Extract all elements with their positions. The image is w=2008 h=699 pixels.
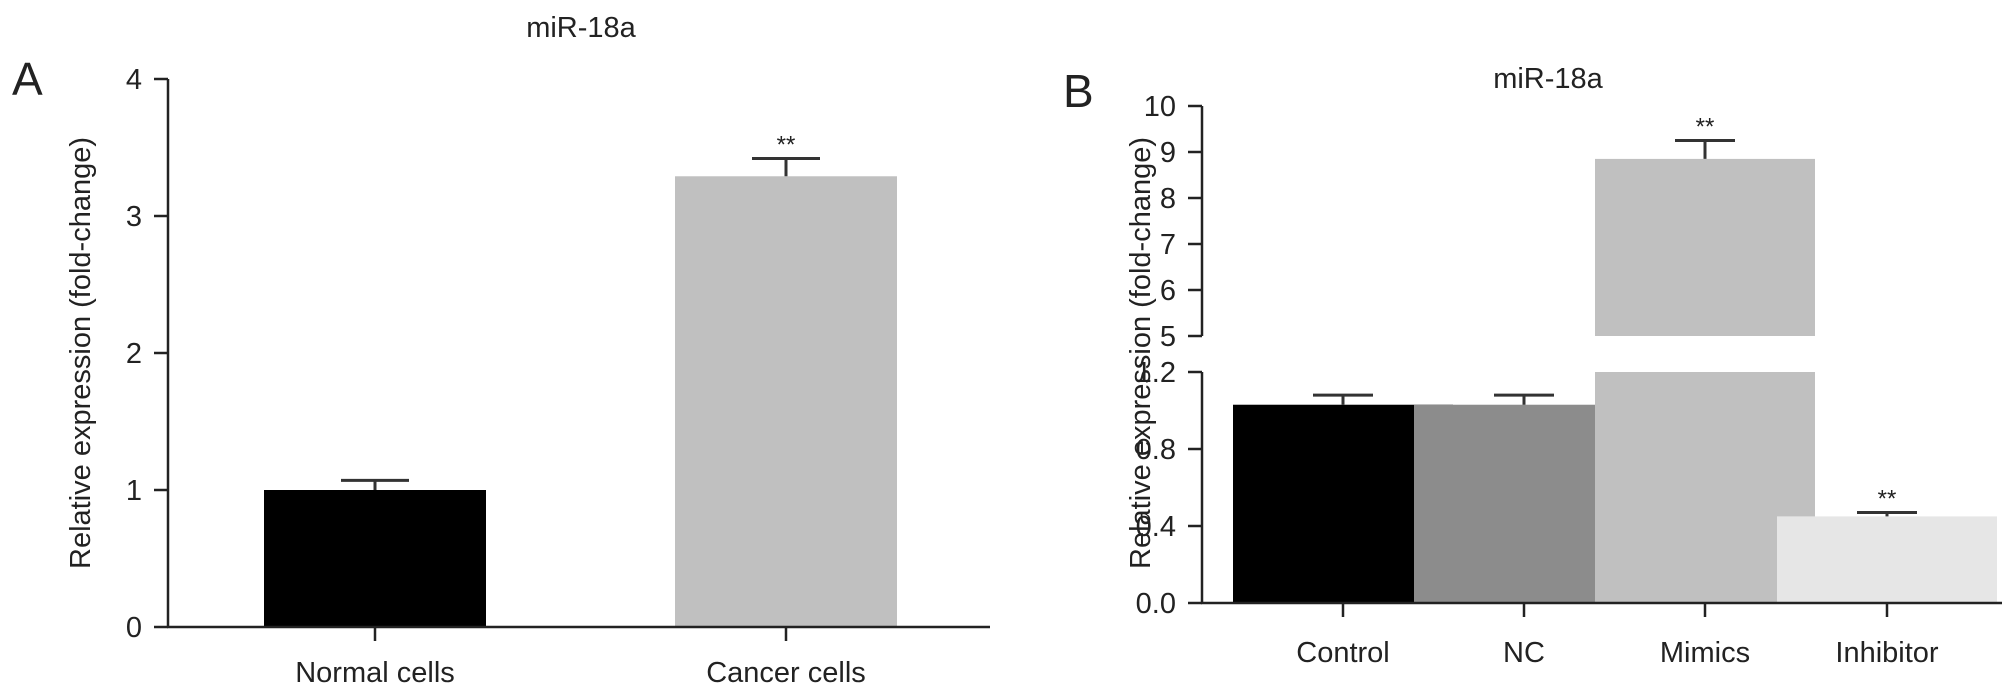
- x-tick-label-b: NC: [1503, 637, 1545, 669]
- significance-label: **: [1878, 486, 1897, 513]
- y-tick-label-lower-b: 0.0: [1136, 588, 1176, 620]
- y-tick-label-upper-b: 6: [1160, 275, 1176, 307]
- panel-letter-a: A: [12, 53, 43, 105]
- y-tick-label-upper-b: 5: [1160, 321, 1176, 353]
- error-bar: [1494, 393, 1554, 405]
- bar-inhibitor: [1777, 516, 1997, 603]
- x-tick-label-b: Control: [1296, 637, 1390, 669]
- x-tick-label-b: Mimics: [1660, 637, 1750, 669]
- bar-mimics-upper: [1595, 158, 1815, 336]
- y-tick-label-upper-b: 7: [1160, 229, 1176, 261]
- y-tick-label-upper-b: 8: [1160, 183, 1176, 215]
- y-tick-label-a: 2: [126, 338, 142, 370]
- x-tick-label-a: Normal cells: [295, 657, 455, 689]
- error-bar: [752, 156, 820, 177]
- y-tick-label-a: 1: [126, 475, 142, 507]
- y-axis-label-b: Relative expression (fold-change): [1125, 137, 1157, 569]
- error-bar: [1313, 393, 1373, 405]
- y-tick-label-a: 4: [126, 64, 142, 96]
- panel-letter-b: B: [1063, 65, 1094, 117]
- y-tick-label-lower-b: 0.8: [1136, 434, 1176, 466]
- y-tick-label-lower-b: 1.2: [1136, 357, 1176, 389]
- y-tick-label-a: 3: [126, 201, 142, 233]
- y-tick-label-upper-b: 10: [1144, 91, 1176, 123]
- significance-label: **: [1696, 114, 1715, 141]
- y-tick-label-a: 0: [126, 612, 142, 644]
- error-bar: [1857, 511, 1917, 517]
- error-bar: [341, 478, 409, 490]
- y-tick-label-upper-b: 9: [1160, 137, 1176, 169]
- bar-normal-cells: [264, 490, 486, 627]
- chart-title-a: miR-18a: [526, 12, 636, 44]
- significance-label: **: [777, 131, 796, 158]
- y-tick-label-lower-b: 0.4: [1136, 511, 1176, 543]
- y-axis-label-a: Relative expression (fold-change): [65, 137, 97, 569]
- bar-cancer-cells: [675, 176, 897, 627]
- x-tick-label-a: Cancer cells: [706, 657, 866, 689]
- error-bar: [1675, 139, 1735, 159]
- x-tick-label-b: Inhibitor: [1835, 637, 1939, 669]
- chart-title-b: miR-18a: [1493, 63, 1603, 95]
